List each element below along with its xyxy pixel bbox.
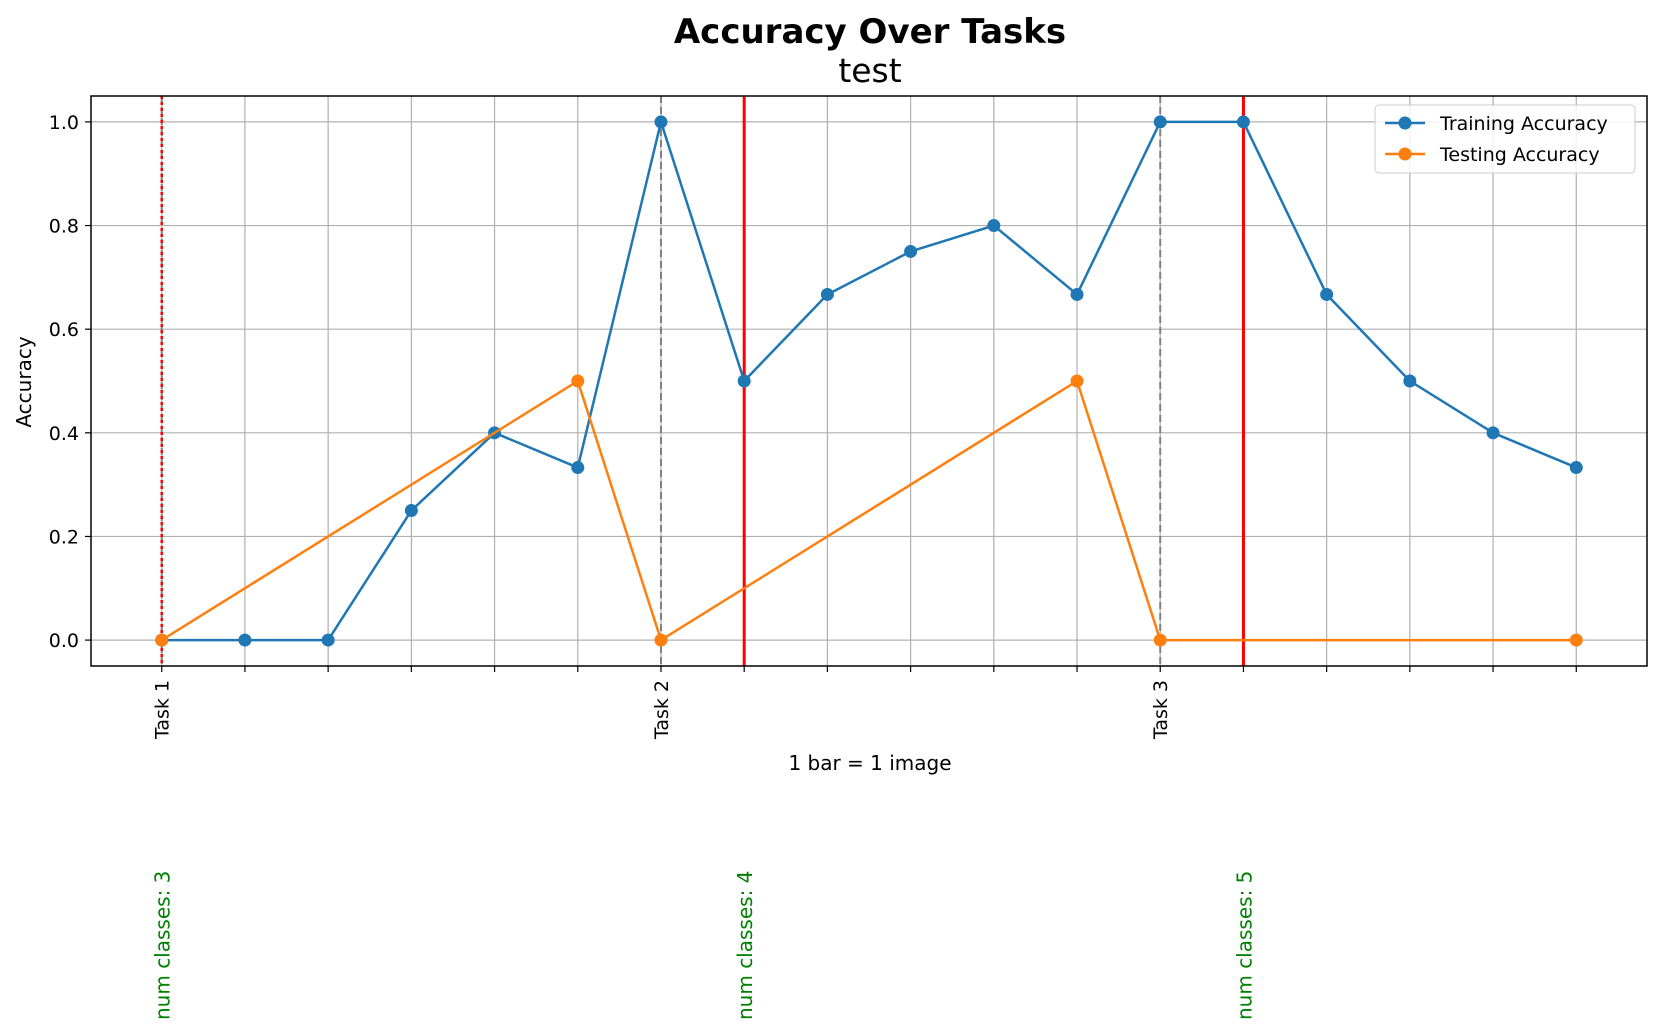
data-point xyxy=(238,633,252,647)
legend-marker-testing xyxy=(1398,147,1412,161)
data-point xyxy=(820,287,834,301)
data-point xyxy=(654,633,668,647)
data-point xyxy=(1569,461,1583,475)
y-axis-label: Accuracy xyxy=(12,336,36,427)
y-tick-label: 0.4 xyxy=(49,423,79,445)
data-point xyxy=(1403,374,1417,388)
chart-title: Accuracy Over Tasks xyxy=(674,12,1066,52)
chart-subtitle: test xyxy=(838,51,901,90)
data-point xyxy=(571,461,585,475)
data-point xyxy=(321,633,335,647)
legend-label-testing: Testing Accuracy xyxy=(1439,144,1600,166)
y-tick-label: 0.6 xyxy=(49,319,79,341)
data-point xyxy=(904,244,918,258)
plot-frame xyxy=(90,95,1648,667)
y-tick-label: 1.0 xyxy=(49,112,79,134)
y-tick-label: 0.2 xyxy=(49,526,79,548)
data-point xyxy=(404,504,418,518)
x-tick-label: Task 2 xyxy=(651,680,673,740)
data-point xyxy=(654,115,668,129)
data-point xyxy=(155,633,169,647)
data-point xyxy=(1486,426,1500,440)
series-line-0 xyxy=(161,120,1577,642)
y-axis: 0.0 0.2 0.4 0.6 0.8 1.0 xyxy=(49,112,91,652)
x-tick-label: Task 1 xyxy=(152,680,174,740)
data-point xyxy=(1070,374,1084,388)
class-annotation: num classes: 3 xyxy=(151,871,175,1020)
data-point xyxy=(1070,287,1084,301)
x-tick-label: Task 3 xyxy=(1150,680,1172,740)
data-point xyxy=(1236,115,1250,129)
x-axis: Task 1 Task 2 Task 3 xyxy=(152,666,1577,740)
y-tick-label: 0.0 xyxy=(49,630,79,652)
x-axis-label: 1 bar = 1 image xyxy=(788,751,951,775)
class-annotation: num classes: 5 xyxy=(1232,871,1256,1020)
class-annotations: num classes: 3 num classes: 4 num classes:… xyxy=(151,871,1257,1020)
series xyxy=(155,115,1583,647)
data-point xyxy=(737,374,751,388)
series-line-1 xyxy=(161,379,1577,642)
data-point xyxy=(987,219,1001,233)
data-point xyxy=(1153,633,1167,647)
legend: Training Accuracy Testing Accuracy xyxy=(1374,104,1636,174)
data-point xyxy=(1320,287,1334,301)
legend-marker-training xyxy=(1398,116,1412,130)
legend-label-training: Training Accuracy xyxy=(1439,113,1608,135)
data-point xyxy=(1569,633,1583,647)
y-tick-label: 0.8 xyxy=(49,216,79,238)
class-annotation: num classes: 4 xyxy=(733,871,757,1020)
legend-box xyxy=(1374,104,1636,174)
data-point xyxy=(1153,115,1167,129)
data-point xyxy=(571,374,585,388)
